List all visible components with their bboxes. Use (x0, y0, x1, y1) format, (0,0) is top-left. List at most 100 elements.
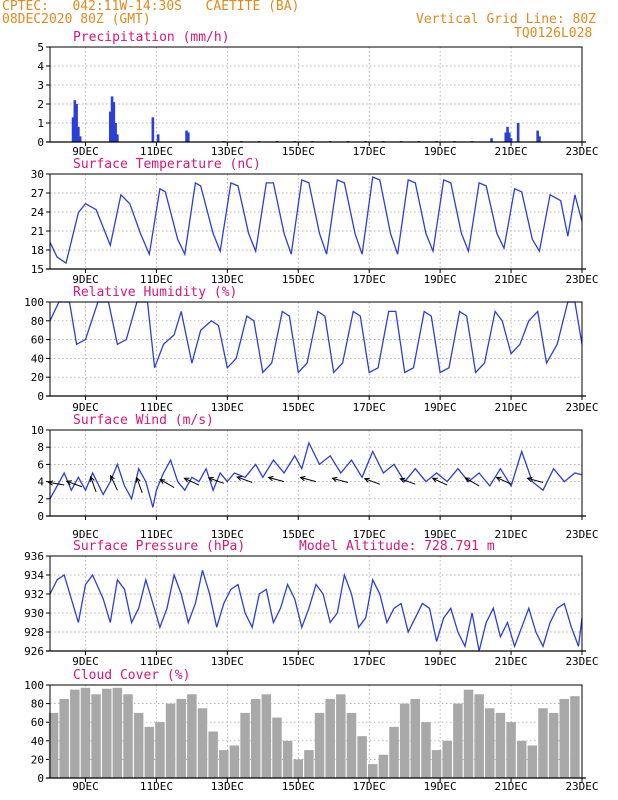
x-tick-label: 11DEC (140, 528, 173, 541)
x-tick-label: 19DEC (424, 780, 457, 793)
cloud-bar (346, 712, 357, 778)
cloud-bar (314, 712, 325, 778)
wind-arrow (110, 475, 118, 491)
x-tick-label: 23DEC (565, 780, 598, 793)
x-tick-label: 17DEC (353, 273, 386, 286)
precip-bar (156, 134, 160, 142)
cloud-bar (399, 703, 410, 778)
x-tick-label: 17DEC (353, 528, 386, 541)
wind-arrow-head (464, 477, 471, 483)
panel-title: Surface Wind (m/s) (73, 413, 214, 428)
wind-arrow (66, 480, 83, 488)
wind-arrow-head (135, 476, 141, 483)
wind-arrow-head (399, 477, 406, 483)
x-tick-label: 23DEC (565, 145, 598, 158)
cloud-bar (474, 694, 484, 778)
y-tick-label: 20 (31, 753, 44, 766)
wind-arrow (400, 478, 416, 485)
cloud-bar (80, 687, 91, 778)
cloud-bar (431, 750, 442, 778)
y-tick-label: 936 (24, 550, 44, 563)
wind-arrow (136, 477, 143, 493)
wind-arrow (160, 479, 175, 489)
y-tick-label: 2 (37, 493, 44, 506)
precip-bar (112, 102, 116, 142)
y-tick-label: 27 (31, 187, 44, 200)
y-tick-label: 932 (24, 588, 44, 601)
precip-bar (516, 123, 520, 142)
x-tick-label: 9DEC (72, 655, 99, 668)
precip-bar (185, 130, 188, 142)
x-tick-label: 11DEC (140, 401, 173, 414)
y-tick-label: 15 (31, 263, 44, 276)
y-tick-label: 928 (24, 626, 44, 639)
y-tick-label: 4 (37, 60, 44, 73)
cloud-bar (133, 712, 144, 778)
y-tick-label: 20 (31, 371, 44, 384)
precip-bar (506, 126, 509, 142)
x-tick-label: 13DEC (211, 655, 244, 668)
y-tick-label: 18 (31, 244, 44, 257)
x-tick-label: 15DEC (282, 528, 315, 541)
cloud-bar (442, 740, 452, 778)
series-line (49, 441, 583, 508)
x-tick-label: 21DEC (495, 528, 528, 541)
header-line1-left: CPTEC: 042:11W-14:30S CAETITE (BA) (2, 0, 300, 14)
cloud-bar (367, 764, 378, 778)
x-tick-label: 9DEC (72, 528, 99, 541)
header-line2-left: 08DEC2020 80Z (GMT) (2, 12, 151, 27)
y-tick-label: 80 (31, 315, 44, 328)
y-tick-label: 100 (24, 679, 44, 692)
x-tick-label: 23DEC (565, 655, 598, 668)
wind-arrow-head (207, 476, 214, 482)
cloud-bar (101, 688, 112, 778)
wind-arrow (300, 476, 317, 483)
y-tick-label: 0 (37, 772, 44, 785)
cloud-bar (112, 687, 123, 778)
y-tick-label: 100 (24, 296, 44, 309)
y-tick-label: 4 (37, 476, 44, 489)
precip-bar (73, 100, 77, 142)
panel-frame (49, 173, 583, 270)
panel-title: Surface Temperature (nC) (73, 157, 261, 172)
x-tick-label: 15DEC (282, 655, 315, 668)
panel-title: Relative Humidity (%) (73, 285, 237, 300)
y-tick-label: 6 (37, 458, 44, 471)
cloud-bar (378, 754, 389, 778)
header-line1-right: Vertical Grid Line: 80Z (416, 12, 597, 27)
cloud-bar (70, 689, 80, 778)
y-tick-label: 30 (31, 168, 44, 181)
cloud-bar (261, 694, 272, 778)
y-tick-label: 930 (24, 607, 44, 620)
y-tick-label: 0 (37, 136, 44, 149)
wind-arrow (236, 476, 253, 483)
precip-bar (536, 130, 539, 142)
cloud-bar (250, 698, 261, 778)
precip-bar (77, 126, 80, 142)
precip-bar (538, 136, 541, 142)
x-tick-label: 15DEC (282, 780, 315, 793)
y-tick-label: 0 (37, 510, 44, 523)
precip-bar (507, 132, 511, 142)
panel-title: Surface Pressure (hPa) (73, 539, 245, 554)
precip-bar (116, 134, 119, 142)
x-tick-label: 11DEC (140, 145, 173, 158)
panel-frame (49, 46, 583, 143)
wind-arrow-head (65, 480, 72, 486)
wind-arrow-head (495, 476, 502, 482)
y-tick-label: 80 (31, 698, 44, 711)
precip-bar (71, 117, 75, 142)
cloud-bar (165, 703, 176, 778)
x-tick-label: 17DEC (353, 145, 386, 158)
x-tick-label: 13DEC (211, 273, 244, 286)
precip-bar (108, 111, 112, 142)
precip-bar (490, 138, 493, 142)
cloud-bar (176, 698, 186, 778)
y-tick-label: 60 (31, 334, 44, 347)
cloud-bar (293, 759, 304, 778)
x-tick-label: 17DEC (353, 780, 386, 793)
x-tick-label: 13DEC (211, 528, 244, 541)
cloud-bar (410, 698, 421, 778)
x-tick-label: 9DEC (72, 145, 99, 158)
x-tick-label: 19DEC (424, 145, 457, 158)
